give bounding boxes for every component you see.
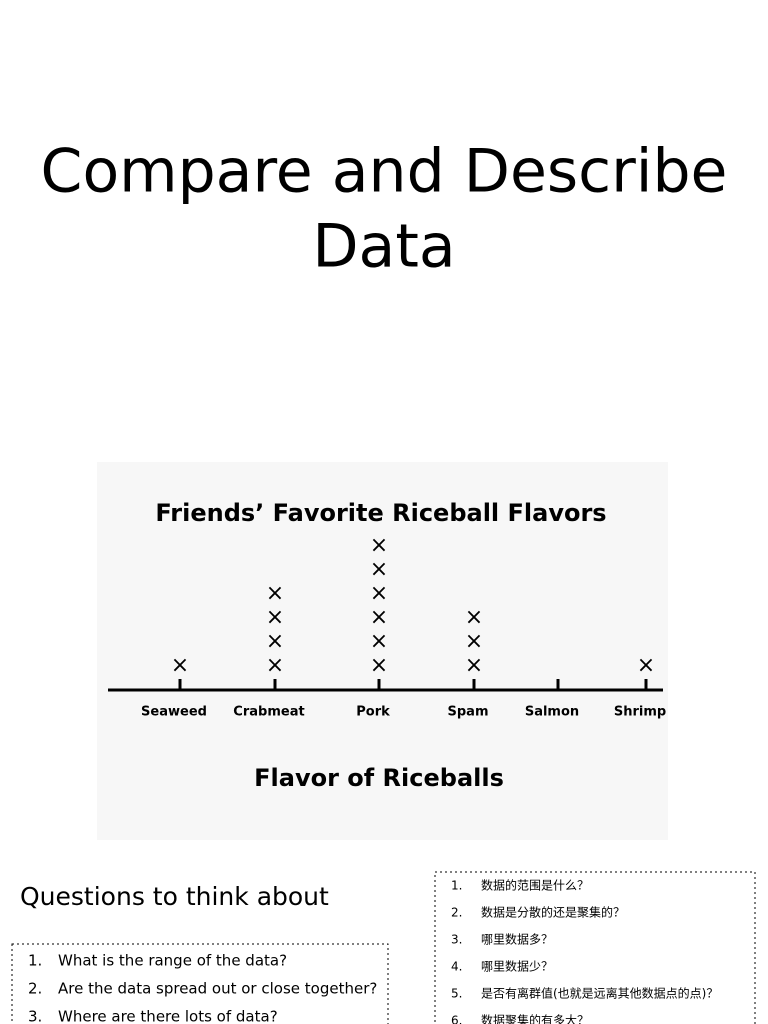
item-number: 5. xyxy=(451,987,462,1001)
questions-heading: Questions to think about xyxy=(20,882,329,911)
x-mark: × xyxy=(370,557,388,582)
question: What is the range of the data? xyxy=(58,952,287,970)
question: 是否有离群值(也就是远离其他数据点的点)？ xyxy=(481,986,718,1001)
category-label: Shrimp xyxy=(614,705,666,720)
question: 数据聚集的有多大？ xyxy=(481,1013,589,1024)
x-mark: × xyxy=(465,653,483,678)
x-mark: × xyxy=(465,605,483,630)
question: Where are there lots of data? xyxy=(58,1008,278,1024)
chart-title: Friends’ Favorite Riceball Flavors xyxy=(155,499,606,527)
title: Data xyxy=(312,212,455,282)
title: Compare and Describe xyxy=(41,137,728,207)
item-number: 2. xyxy=(28,980,42,998)
category-label: Salmon xyxy=(525,705,579,720)
x-mark: × xyxy=(370,605,388,630)
item-number: 1. xyxy=(28,952,42,970)
x-mark: × xyxy=(370,653,388,678)
x-mark: × xyxy=(370,581,388,606)
chart-background xyxy=(97,462,668,840)
x-mark: × xyxy=(266,653,284,678)
x-mark: × xyxy=(637,653,655,678)
category-label: Crabmeat xyxy=(233,705,304,720)
item-number: 3. xyxy=(451,933,462,947)
category-label: Seaweed xyxy=(141,705,207,720)
item-number: 1. xyxy=(451,879,462,893)
question: 数据是分散的还是聚集的？ xyxy=(481,905,625,920)
x-mark: × xyxy=(266,629,284,654)
x-axis-title: Flavor of Riceballs xyxy=(254,764,504,792)
x-mark: × xyxy=(465,629,483,654)
english-box xyxy=(11,943,389,1024)
item-number: 2. xyxy=(451,906,462,920)
x-mark: × xyxy=(266,581,284,606)
question: 数据的范围是什么？ xyxy=(481,878,589,893)
question: 哪里数据多？ xyxy=(481,932,553,947)
item-number: 4. xyxy=(451,960,462,974)
x-mark: × xyxy=(266,605,284,630)
item-number: 3. xyxy=(28,1008,42,1024)
category-label: Pork xyxy=(356,705,390,720)
x-mark: × xyxy=(171,653,189,678)
chinese-box xyxy=(434,871,756,1024)
question: Are the data spread out or close togethe… xyxy=(58,980,377,998)
x-mark: × xyxy=(370,629,388,654)
item-number: 6. xyxy=(451,1014,462,1024)
question: 哪里数据少？ xyxy=(481,959,553,974)
x-mark: × xyxy=(370,533,388,558)
category-label: Spam xyxy=(448,705,489,720)
